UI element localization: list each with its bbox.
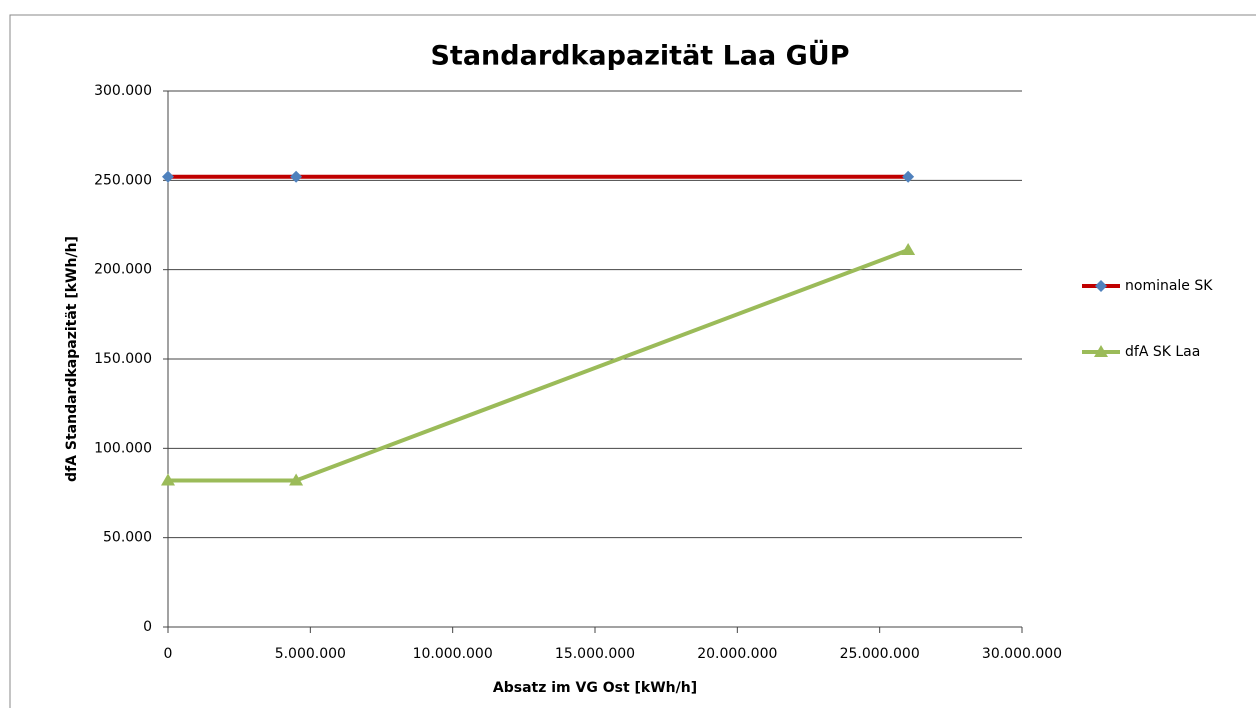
chart-title: Standardkapazität Laa GÜP bbox=[430, 39, 849, 72]
chart-border bbox=[9, 14, 1256, 708]
marker bbox=[1094, 345, 1108, 357]
x-tick-label: 15.000.000 bbox=[555, 646, 635, 662]
x-axis-title: Absatz im VG Ost [kWh/h] bbox=[493, 680, 697, 696]
y-tick-label: 0 bbox=[143, 619, 152, 635]
marker bbox=[902, 170, 915, 183]
legend-label: nominale SK bbox=[1125, 278, 1213, 294]
x-tick-label: 25.000.000 bbox=[840, 646, 920, 662]
marker bbox=[289, 473, 304, 486]
marker bbox=[162, 170, 174, 183]
y-tick-label: 250.000 bbox=[94, 172, 152, 188]
marker bbox=[1095, 280, 1107, 292]
series-line bbox=[168, 248, 909, 483]
marker bbox=[901, 243, 916, 256]
x-tick-label: 0 bbox=[164, 646, 173, 662]
y-tick-label: 300.000 bbox=[94, 83, 152, 99]
marker bbox=[290, 170, 303, 183]
y-axis-title: dfA Standardkapazität [kWh/h] bbox=[64, 236, 80, 482]
y-tick-label: 150.000 bbox=[94, 351, 152, 367]
legend-label: dfA SK Laa bbox=[1125, 344, 1200, 360]
x-tick-label: 30.000.000 bbox=[982, 646, 1062, 662]
marker bbox=[161, 473, 175, 486]
y-tick-label: 200.000 bbox=[94, 262, 152, 278]
x-tick-label: 10.000.000 bbox=[413, 646, 493, 662]
y-tick-label: 100.000 bbox=[94, 440, 152, 456]
x-tick-label: 20.000.000 bbox=[697, 646, 777, 662]
y-tick-label: 50.000 bbox=[103, 530, 152, 546]
x-tick-label: 5.000.000 bbox=[275, 646, 346, 662]
